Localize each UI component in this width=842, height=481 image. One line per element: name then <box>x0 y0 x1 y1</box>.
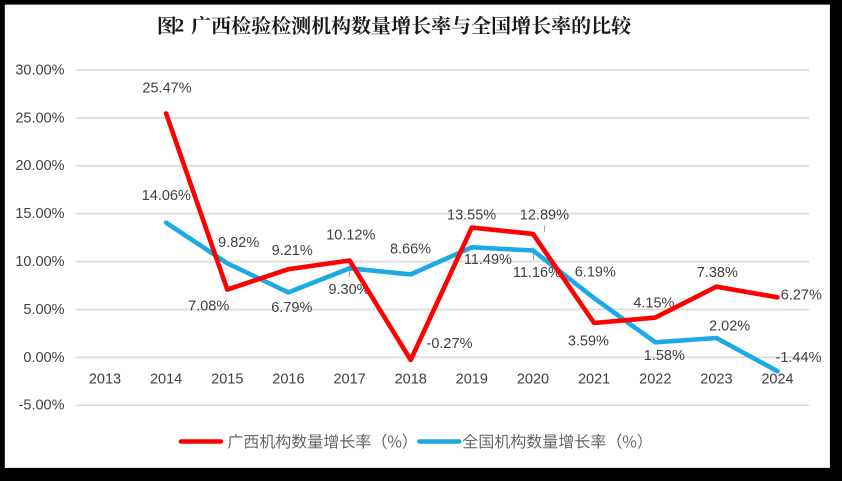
svg-text:6.79%: 6.79% <box>271 300 312 316</box>
svg-text:11.16%: 11.16% <box>513 265 561 281</box>
svg-text:-0.27%: -0.27% <box>427 336 473 352</box>
svg-text:11.49%: 11.49% <box>464 252 512 268</box>
svg-text:2013: 2013 <box>89 371 121 387</box>
svg-text:25.47%: 25.47% <box>142 81 191 97</box>
svg-text:9.82%: 9.82% <box>218 235 259 251</box>
svg-text:14.06%: 14.06% <box>142 188 191 204</box>
svg-text:6.19%: 6.19% <box>575 264 616 280</box>
svg-text:2015: 2015 <box>211 371 243 387</box>
svg-text:2019: 2019 <box>456 371 488 387</box>
svg-text:2020: 2020 <box>517 371 549 387</box>
svg-text:2.02%: 2.02% <box>709 319 750 335</box>
svg-text:2017: 2017 <box>333 371 365 387</box>
svg-text:8.66%: 8.66% <box>390 242 431 258</box>
svg-text:2: 2 <box>175 16 185 37</box>
svg-text:7.38%: 7.38% <box>697 265 738 281</box>
svg-text:3.59%: 3.59% <box>568 334 609 350</box>
svg-text:2016: 2016 <box>272 371 304 387</box>
svg-text:2024: 2024 <box>761 371 793 387</box>
svg-text:15.00%: 15.00% <box>15 206 64 222</box>
svg-text:0.00%: 0.00% <box>23 350 64 366</box>
svg-text:30.00%: 30.00% <box>15 62 64 78</box>
svg-text:-5.00%: -5.00% <box>19 398 65 414</box>
svg-text:10.00%: 10.00% <box>15 254 64 270</box>
svg-text:4.15%: 4.15% <box>633 296 674 312</box>
svg-text:6.27%: 6.27% <box>781 287 822 303</box>
svg-text:2021: 2021 <box>578 371 610 387</box>
svg-text:-1.44%: -1.44% <box>776 350 822 366</box>
svg-text:9.21%: 9.21% <box>272 243 313 259</box>
svg-text:5.00%: 5.00% <box>23 302 64 318</box>
svg-text:2014: 2014 <box>150 371 182 387</box>
svg-text:13.55%: 13.55% <box>447 208 496 224</box>
svg-text:2018: 2018 <box>395 371 427 387</box>
svg-text:12.89%: 12.89% <box>520 208 569 224</box>
svg-text:10.12%: 10.12% <box>326 228 375 244</box>
svg-text:25.00%: 25.00% <box>15 110 64 126</box>
svg-text:2023: 2023 <box>700 371 732 387</box>
svg-text:20.00%: 20.00% <box>15 158 64 174</box>
svg-text:7.08%: 7.08% <box>188 298 229 314</box>
svg-text:1.58%: 1.58% <box>644 348 685 364</box>
svg-text:9.30%: 9.30% <box>328 282 369 298</box>
svg-text:2022: 2022 <box>639 371 671 387</box>
